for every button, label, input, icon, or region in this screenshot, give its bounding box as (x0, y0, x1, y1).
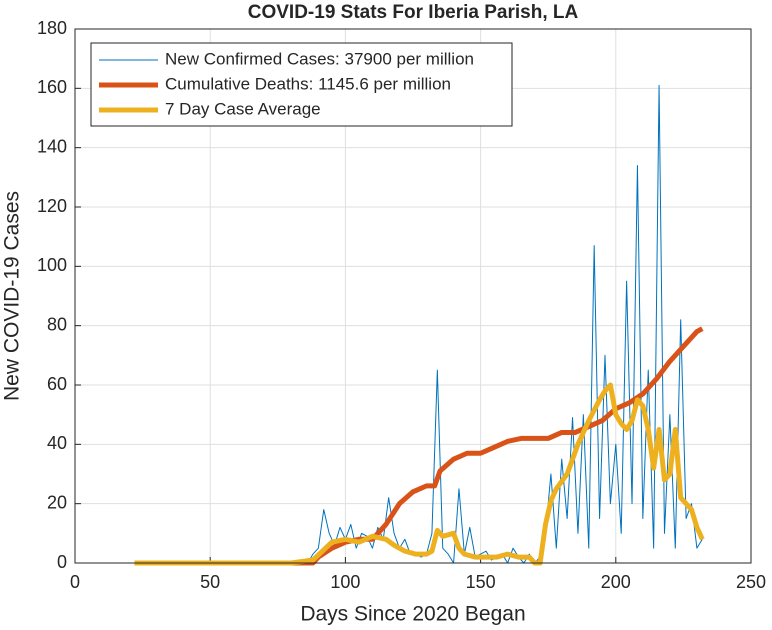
x-axis-label: Days Since 2020 Began (300, 603, 525, 626)
x-tick-label: 250 (736, 572, 766, 592)
plot-lines (134, 84, 705, 566)
legend-box (90, 42, 513, 127)
y-tick-label: 120 (37, 196, 67, 216)
x-tick-label: 100 (330, 572, 360, 592)
y-tick-label: 160 (37, 77, 67, 97)
y-tick-label: 0 (57, 552, 67, 572)
legend: New Confirmed Cases: 37900 per million Cu… (90, 42, 513, 127)
y-tick-label: 140 (37, 136, 67, 156)
series-line (134, 326, 704, 566)
x-tick-label: 200 (601, 572, 631, 592)
y-tick-label: 80 (47, 314, 67, 334)
series-line (134, 382, 705, 566)
legend-label: 7 Day Case Average (165, 99, 321, 118)
x-tick-label: 0 (70, 572, 80, 592)
y-tick-label: 60 (47, 374, 67, 394)
legend-label: New Confirmed Cases: 37900 per million (165, 49, 474, 68)
legend-label: Cumulative Deaths: 1145.6 per million (165, 74, 451, 93)
axes-box (74, 28, 752, 564)
y-tick-label: 40 (47, 433, 67, 453)
x-tick-label: 150 (466, 572, 496, 592)
y-tick-label: 180 (37, 18, 67, 38)
chart-title: COVID-19 Stats For Iberia Parish, LA (248, 2, 579, 23)
x-tick-label: 50 (200, 572, 220, 592)
y-tick-label: 100 (37, 255, 67, 275)
y-axis-label: New COVID-19 Cases (1, 191, 24, 401)
y-tick-label: 20 (47, 492, 67, 512)
